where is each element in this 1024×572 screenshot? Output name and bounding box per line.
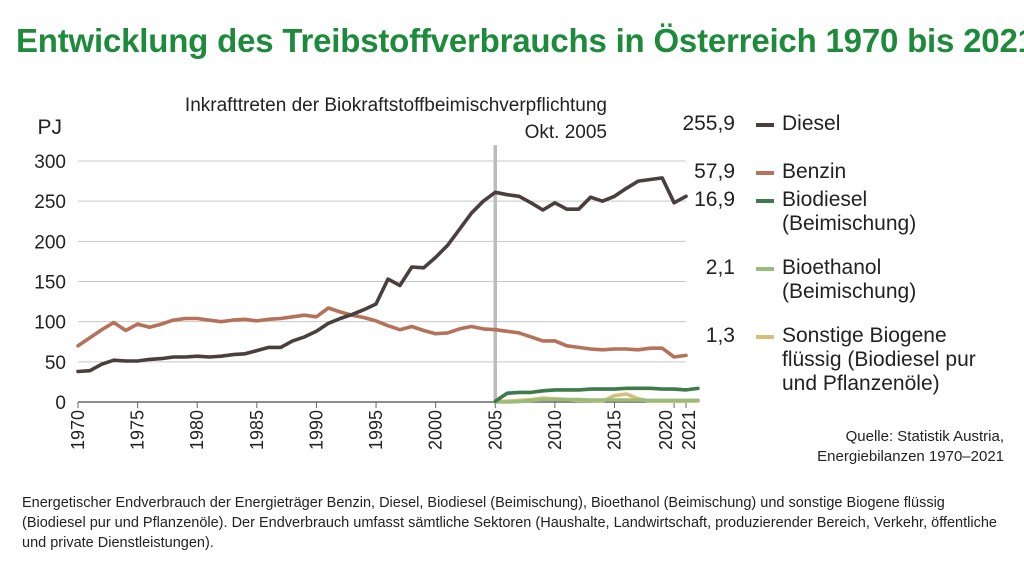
y-tick-label: 200 (34, 232, 66, 253)
x-tick-label: 2005 (485, 410, 505, 450)
legend-value-bioethanol: 2,1 (705, 256, 735, 279)
x-tick-label: 1980 (187, 410, 207, 450)
x-tick-label: 1975 (128, 410, 148, 450)
legend-value-benzin: 57,9 (694, 160, 735, 183)
legend-label-benzin: Benzin (782, 160, 847, 183)
x-tick-label: 2015 (604, 410, 624, 450)
legend-label-bioethanol: Bioethanol (Beimischung) (782, 256, 917, 303)
series-line-benzin (76, 306, 688, 359)
legend-swatch-bioethanol (756, 267, 774, 271)
y-tick-label: 250 (34, 192, 66, 213)
legend-value-sonstige: 1,3 (705, 324, 735, 347)
x-tick-labels: 1970 1975 1980 1985 1990 1995 2000 2005 2010 2015… (68, 402, 699, 450)
x-tick-label: 2000 (426, 410, 446, 450)
legend-label-biodiesel: Biodiesel (Beimischung) (782, 188, 917, 235)
legend-value-diesel: 255,9 (682, 112, 735, 135)
x-tick-label: 2010 (545, 410, 565, 450)
y-tick-labels: 0 50 100 150 200 250 300 (34, 152, 66, 414)
legend-label-diesel: Diesel (782, 112, 841, 135)
x-tick-label: 1990 (306, 410, 326, 450)
legend-item-diesel: 255,9 Diesel (682, 112, 1022, 160)
series-line-biodiesel (493, 386, 700, 404)
footnote: Energetischer Endverbrauch der Energietr… (22, 495, 997, 551)
legend-swatch-benzin (756, 171, 774, 175)
x-tick-label: 1995 (366, 410, 386, 450)
series-line-bioethanol (493, 397, 700, 404)
legend-swatch-diesel (756, 123, 774, 127)
legend-item-benzin: 57,9 Benzin (682, 160, 1022, 188)
legend-item-biodiesel: 16,9 Biodiesel (Beimischung) (682, 188, 1022, 256)
y-tick-label: 150 (34, 273, 66, 294)
x-tick-label: 1985 (247, 410, 267, 450)
legend-label-sonstige: Sonstige Biogene flüssig (Biodiesel pur … (782, 324, 976, 395)
source-note: Quelle: Statistik Austria, Energiebilanz… (817, 428, 1004, 465)
annotation-line2: Okt. 2005 (525, 122, 607, 143)
x-tick-label: 2020 (656, 410, 676, 450)
y-tick-label: 100 (34, 313, 66, 334)
chart-title: Entwicklung des Treibstoffverbrauchs in … (16, 22, 1024, 59)
annotation-line1: Inkrafttreten der Biokraftstoffbeimischv… (185, 95, 607, 116)
y-tick-label: 300 (34, 152, 66, 173)
x-tick-label: 2021 (679, 410, 699, 450)
legend-value-biodiesel: 16,9 (694, 188, 735, 211)
series-lines (76, 176, 700, 404)
y-tick-label: 50 (45, 353, 66, 374)
legend-swatch-sonstige (756, 335, 774, 339)
y-tick-label: 0 (55, 393, 66, 414)
x-tick-label: 1970 (68, 410, 88, 450)
legend: 255,9 Diesel 57,9 Benzin 16,9 Biodiesel … (682, 112, 1022, 396)
legend-item-bioethanol: 2,1 Bioethanol (Beimischung) (682, 256, 1022, 324)
y-axis-unit: PJ (37, 116, 62, 139)
legend-swatch-biodiesel (756, 199, 774, 203)
series-line-diesel (76, 176, 688, 374)
legend-item-sonstige: 1,3 Sonstige Biogene flüssig (Biodiesel … (682, 324, 1022, 396)
